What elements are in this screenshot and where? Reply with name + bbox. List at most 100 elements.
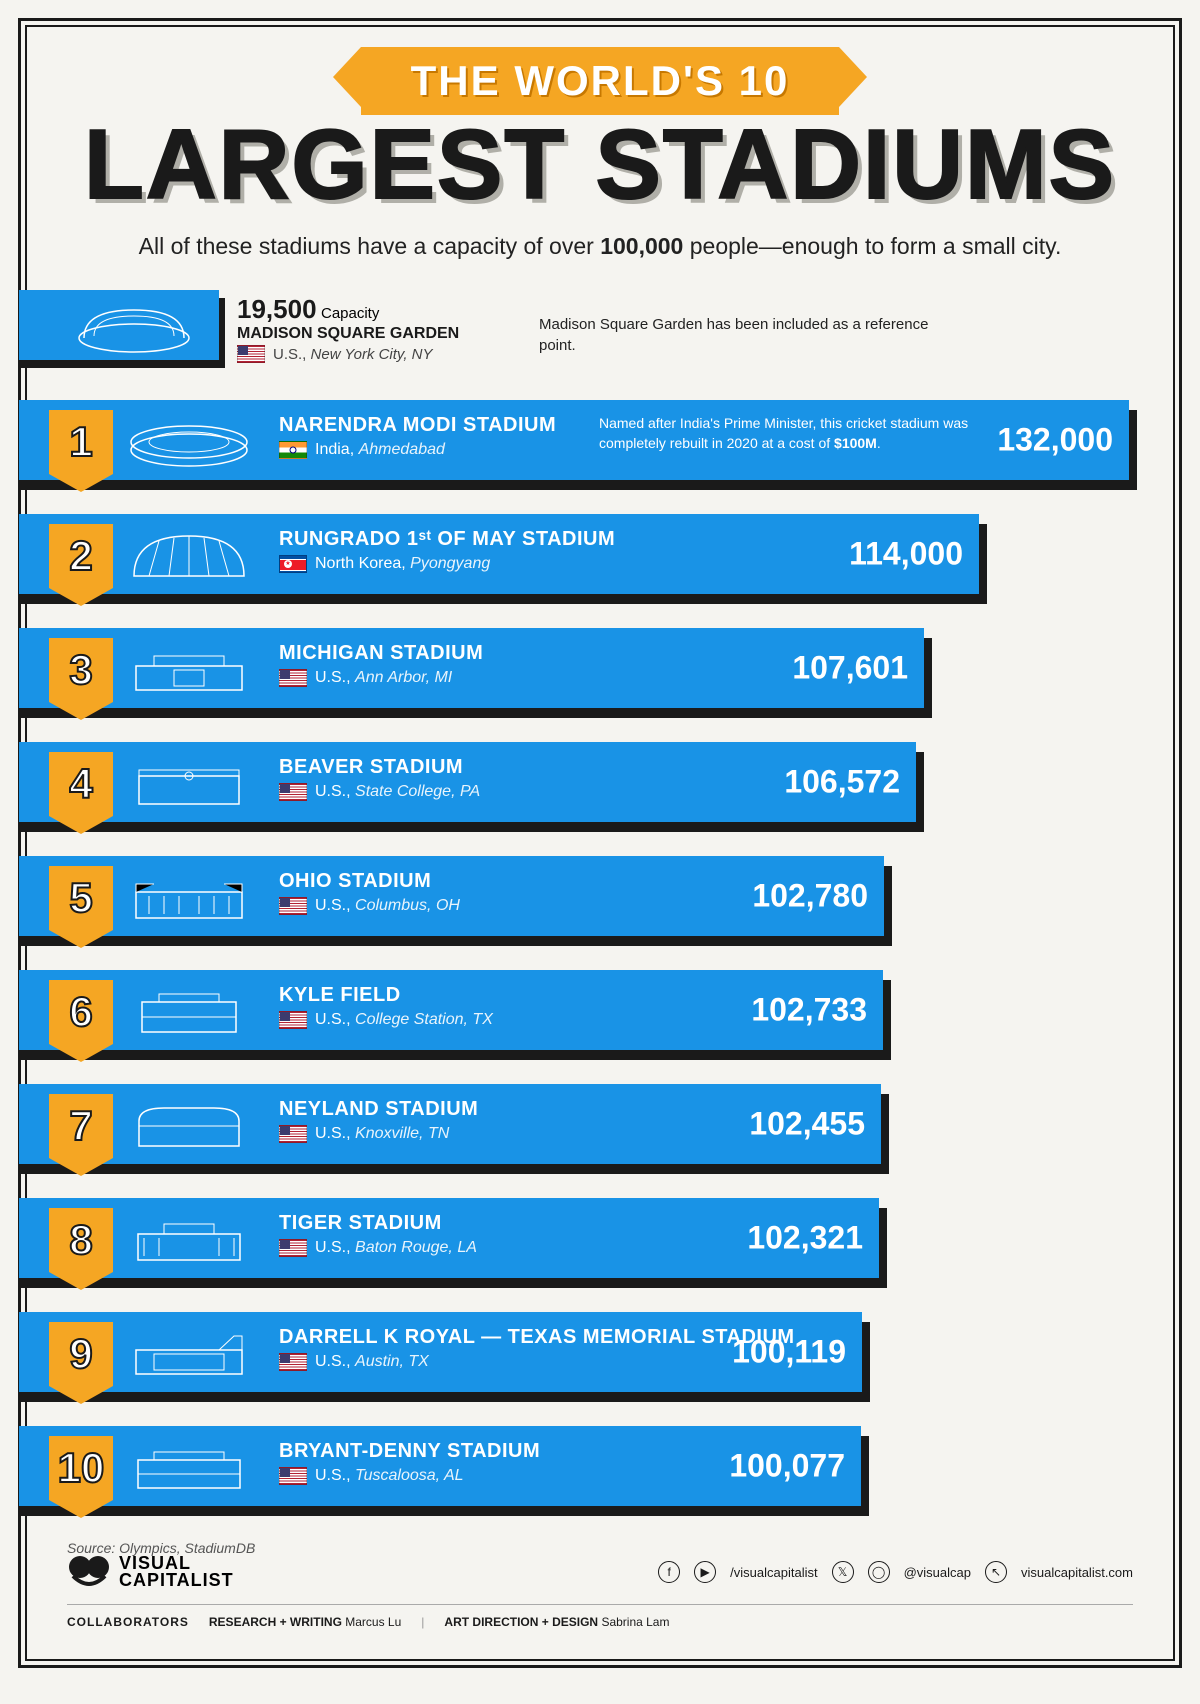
stadium-row: MICHIGAN STADIUM U.S., Ann Arbor, MI 107… [19,628,1173,718]
inner-frame: THE WORLD'S 10 LARGEST STADIUMS All of t… [25,25,1175,1661]
stadium-location: U.S., Columbus, OH [279,897,460,915]
outer-frame: THE WORLD'S 10 LARGEST STADIUMS All of t… [18,18,1182,1668]
city: College Station, TX [355,1011,493,1029]
rank-badge: 1 [49,410,113,474]
stadium-info: BEAVER STADIUM U.S., State College, PA [279,756,480,801]
bar: KYLE FIELD U.S., College Station, TX 102… [19,970,883,1050]
stadium-icon [124,1324,254,1380]
stadium-location: U.S., State College, PA [279,783,480,801]
ref-city: New York City, NY [311,346,433,363]
stadium-location: India, Ahmedabad [279,441,556,459]
flag-icon [279,441,307,459]
stadium-note: Named after India's Prime Minister, this… [599,414,979,453]
country: U.S., [315,669,351,687]
twitter-icon[interactable]: 𝕏 [832,1561,854,1583]
stadium-location: U.S., College Station, TX [279,1011,493,1029]
rank-number: 1 [69,418,92,466]
stadium-info: BRYANT-DENNY STADIUM U.S., Tuscaloosa, A… [279,1440,540,1485]
collab-label: COLLABORATORS [67,1615,189,1629]
stadium-row: NARENDRA MODI STADIUM India, Ahmedabad N… [19,400,1173,490]
stadium-info: DARRELL K ROYAL — TEXAS MEMORIAL STADIUM… [279,1326,795,1371]
stadium-name: OHIO STADIUM [279,870,460,893]
capacity-value: 100,119 [732,1334,846,1371]
bar: RUNGRADO 1ˢᵗ OF MAY STADIUM North Korea,… [19,514,979,594]
social-url: visualcapitalist.com [1021,1565,1133,1580]
socials: f ▶ /visualcapitalist 𝕏 ◯ @visualcap ↖ v… [658,1561,1133,1583]
stadium-icon [124,1210,254,1266]
rank-number: 5 [69,874,92,922]
capacity-value: 107,601 [792,650,908,687]
footer: VISUAL CAPITALIST f ▶ /visualcapitalist … [67,1554,1133,1629]
stadium-info: TIGER STADIUM U.S., Baton Rouge, LA [279,1212,477,1257]
country: India, [315,441,354,459]
city: Pyongyang [410,555,490,573]
rank-badge: 5 [49,866,113,930]
page-title: LARGEST STADIUMS [27,115,1173,213]
stadium-name: NARENDRA MODI STADIUM [279,414,556,437]
rank-badge: 9 [49,1322,113,1386]
stadium-row: BEAVER STADIUM U.S., State College, PA 1… [19,742,1173,832]
rank-number: 2 [69,532,92,580]
city: Knoxville, TN [355,1125,449,1143]
subtitle-post: people—enough to form a small city. [683,233,1061,259]
logo-icon [67,1554,111,1590]
flag-icon [279,1125,307,1143]
ref-country: U.S., [273,346,306,363]
ref-info: 19,500 Capacity MADISON SQUARE GARDEN U.… [237,294,459,363]
bar: MICHIGAN STADIUM U.S., Ann Arbor, MI 107… [19,628,924,708]
ref-name: MADISON SQUARE GARDEN [237,325,459,343]
stadium-icon [124,868,254,924]
bar: TIGER STADIUM U.S., Baton Rouge, LA 102,… [19,1198,879,1278]
stadium-info: RUNGRADO 1ˢᵗ OF MAY STADIUM North Korea,… [279,528,615,573]
banner: THE WORLD'S 10 [361,47,840,115]
bar: DARRELL K ROYAL — TEXAS MEMORIAL STADIUM… [19,1312,862,1392]
subtitle: All of these stadiums have a capacity of… [27,233,1173,260]
ref-capacity-label: Capacity [321,305,379,322]
flag-icon [279,1467,307,1485]
rank-number: 10 [58,1444,105,1492]
rank-number: 6 [69,988,92,1036]
city: Columbus, OH [355,897,460,915]
stadium-name: BEAVER STADIUM [279,756,480,779]
facebook-icon[interactable]: f [658,1561,680,1583]
stadium-name: MICHIGAN STADIUM [279,642,483,665]
banner-wrap: THE WORLD'S 10 [27,47,1173,115]
stadium-row: BRYANT-DENNY STADIUM U.S., Tuscaloosa, A… [19,1426,1173,1516]
stadium-info: NARENDRA MODI STADIUM India, Ahmedabad [279,414,556,459]
rank-badge: 3 [49,638,113,702]
rank-number: 4 [69,760,92,808]
social-handle1: /visualcapitalist [730,1565,817,1580]
stadium-name: KYLE FIELD [279,984,493,1007]
stadium-info: MICHIGAN STADIUM U.S., Ann Arbor, MI [279,642,483,687]
brand-line2: CAPITALIST [119,1572,234,1589]
rank-badge: 4 [49,752,113,816]
stadium-location: U.S., Baton Rouge, LA [279,1239,477,1257]
country: U.S., [315,1353,351,1371]
country: U.S., [315,783,351,801]
city: Baton Rouge, LA [355,1239,477,1257]
youtube-icon[interactable]: ▶ [694,1561,716,1583]
stadium-icon [124,412,254,468]
stadium-icon [124,754,254,810]
bar: BEAVER STADIUM U.S., State College, PA 1… [19,742,916,822]
credit1-name: Marcus Lu [345,1615,401,1629]
flag-icon [237,345,265,363]
capacity-value: 132,000 [997,422,1113,459]
rank-number: 8 [69,1216,92,1264]
city: Austin, TX [355,1353,429,1371]
stadium-icon [124,640,254,696]
rows-container: 19,500 Capacity MADISON SQUARE GARDEN U.… [19,290,1173,1516]
country: U.S., [315,1467,351,1485]
rank-badge: 8 [49,1208,113,1272]
rank-badge: 2 [49,524,113,588]
rank-number: 3 [69,646,92,694]
subtitle-bold: 100,000 [600,233,683,259]
stadium-location: North Korea, Pyongyang [279,555,615,573]
city: Ann Arbor, MI [355,669,452,687]
instagram-icon[interactable]: ◯ [868,1561,890,1583]
stadium-info: KYLE FIELD U.S., College Station, TX [279,984,493,1029]
stadium-info: NEYLAND STADIUM U.S., Knoxville, TN [279,1098,478,1143]
web-icon[interactable]: ↖ [985,1561,1007,1583]
stadium-name: RUNGRADO 1ˢᵗ OF MAY STADIUM [279,528,615,551]
country: North Korea, [315,555,406,573]
